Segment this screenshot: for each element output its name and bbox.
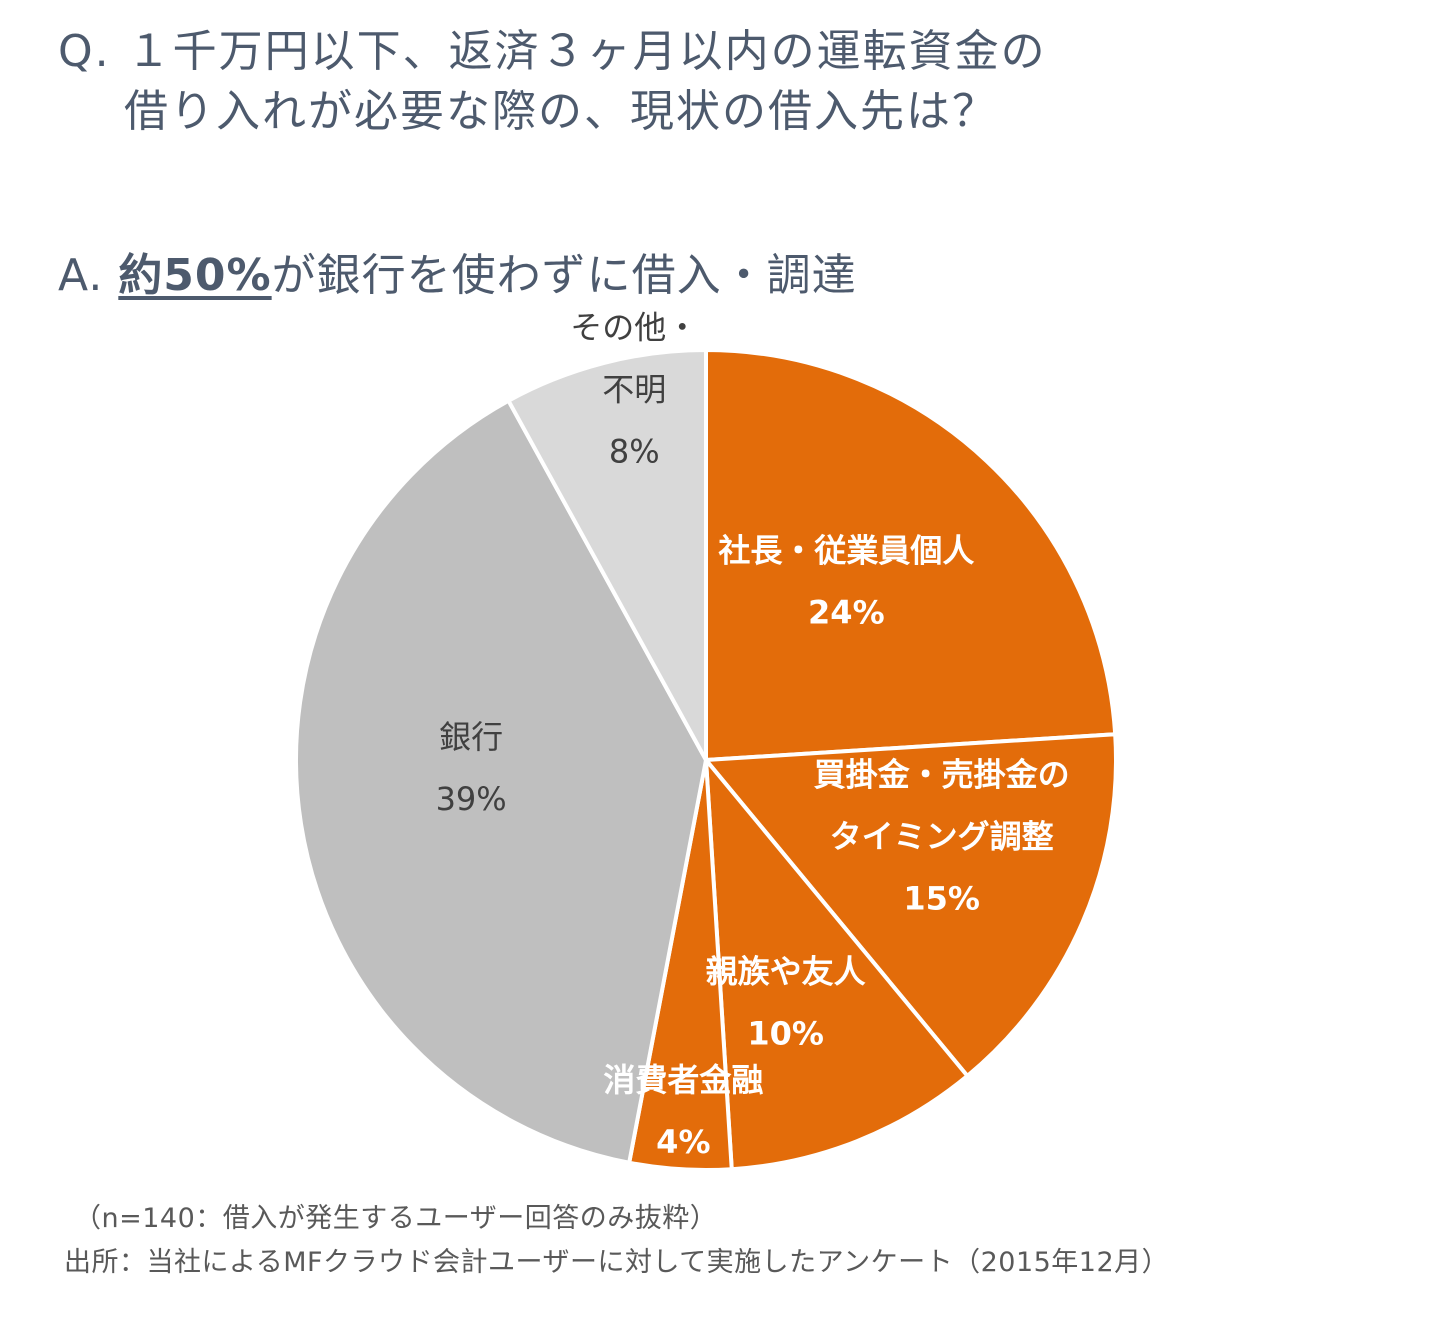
slice-category-label: 社長・従業員個人 (718, 532, 974, 570)
question-line-1: Q. １千万円以下、返済３ヶ月以内の運転資金の (58, 26, 1047, 77)
question-line-2: 借り入れが必要な際の、現状の借入先は？ (124, 86, 998, 137)
slice-category-label: 買掛金・売掛金の (814, 755, 1070, 793)
slice-category-label: 親族や友人 (706, 953, 866, 991)
slice-category-label: 消費者金融 (603, 1061, 763, 1099)
slice-value-label: 39% (436, 780, 507, 818)
answer-rest: が銀行を使わずに借入・調達 (271, 250, 857, 301)
pie-slice (294, 397, 709, 1166)
slice-value-label: 24% (808, 594, 885, 632)
source-note: 出所：当社によるMFクラウド会計ユーザーに対して実施したアンケート（2015年1… (64, 1247, 1170, 1278)
sample-note: （n=140：借入が発生するユーザー回答のみ抜粋） (74, 1203, 718, 1234)
answer-emphasis: 約50% (118, 250, 272, 301)
slice-value-label: 15% (903, 879, 980, 917)
slice-category-label: 不明 (602, 370, 666, 408)
slice-category-label: タイミング調整 (830, 817, 1054, 855)
slice-category-label: 銀行 (439, 718, 503, 756)
pie-slice (701, 732, 1118, 1079)
slice-category-label: その他・ (570, 308, 698, 346)
slice-value-label: 4% (656, 1123, 710, 1161)
slice-value-label: 8% (609, 432, 660, 470)
slice-value-label: 10% (747, 1015, 824, 1053)
pie-slice (505, 347, 708, 761)
pie-slice (703, 753, 971, 1172)
answer-prefix: A. (58, 250, 119, 301)
pie-slice (704, 347, 1118, 763)
answer-text: A. 約50%が銀行を使わずに借入・調達 (58, 246, 857, 306)
question-text: Q. １千万円以下、返済３ヶ月以内の運転資金の 借り入れが必要な際の、現状の借入… (58, 22, 1047, 142)
